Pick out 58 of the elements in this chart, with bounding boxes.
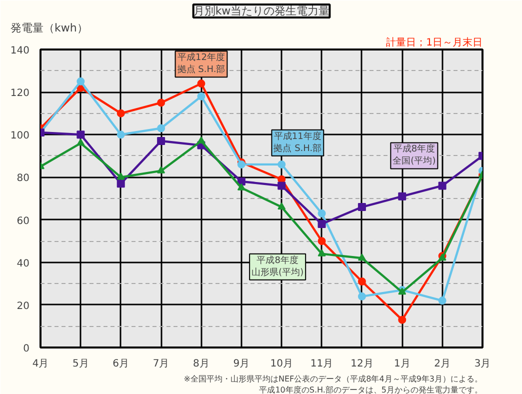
y-tick-label: 20 (16, 300, 30, 312)
point (76, 77, 85, 86)
y-tick-label: 100 (10, 130, 30, 142)
point (318, 209, 326, 218)
point (318, 249, 326, 256)
point (358, 292, 366, 300)
point (157, 98, 166, 107)
y-tick-label: 40 (16, 258, 30, 270)
point (278, 182, 286, 190)
point (438, 296, 446, 305)
text: 計量日；1日～月末日 (386, 36, 483, 48)
point (278, 202, 286, 210)
x-tick-label: 5月 (72, 358, 89, 370)
x-tick-label: 4月 (32, 358, 49, 370)
x-tick-label: 10月 (270, 358, 293, 370)
x-tick-label: 1月 (394, 358, 410, 370)
point (398, 316, 406, 324)
series-label: 平成8年度全国(平均) (392, 144, 436, 167)
point (157, 166, 166, 174)
series-label: 平成12年度拠点 S.H.部 (177, 52, 226, 76)
y-tick-label: 60 (16, 216, 30, 227)
x-tick-label: 3月 (474, 358, 491, 370)
x-tick-label: 7月 (152, 358, 170, 370)
y-axis-title: 発電量（kwh） (10, 22, 88, 34)
x-tick-label: 11月 (310, 358, 334, 370)
point (116, 172, 125, 180)
point (157, 124, 166, 132)
point (116, 130, 125, 139)
point (157, 137, 166, 146)
point (237, 183, 246, 190)
point (116, 180, 125, 188)
point (278, 160, 286, 168)
x-tick-label: 2月 (434, 358, 451, 370)
x-tick-label: 8月 (193, 358, 210, 370)
point (197, 80, 206, 88)
y-tick-label: 120 (10, 88, 30, 100)
text: ※全国平均・山形県平均はNEF公表のデータ（平成8年4月～平成9年3月）による。 (184, 374, 482, 384)
point (76, 130, 85, 139)
point (318, 220, 326, 228)
x-tick-label: 6月 (112, 358, 130, 370)
x-tick-label: 9月 (233, 358, 250, 370)
point (197, 92, 206, 100)
series-label: 平成11年度拠点 S.H.部 (274, 130, 322, 154)
series-label: 平成8年度山形県(平均) (252, 254, 304, 278)
text: 平成10年度のS.H.部のデータは、5月からの発生電力量です。 (259, 386, 483, 394)
point (197, 136, 206, 144)
point (358, 254, 366, 261)
point (398, 192, 406, 200)
y-tick-label: 80 (16, 173, 30, 184)
y-tick-label: 0 (23, 344, 30, 354)
point (358, 203, 366, 212)
point (76, 138, 85, 146)
y-tick-label: 140 (10, 46, 30, 56)
x-tick-label: 12月 (350, 358, 374, 370)
point (358, 278, 366, 286)
point (318, 237, 326, 246)
point (116, 109, 125, 118)
point (438, 182, 446, 190)
